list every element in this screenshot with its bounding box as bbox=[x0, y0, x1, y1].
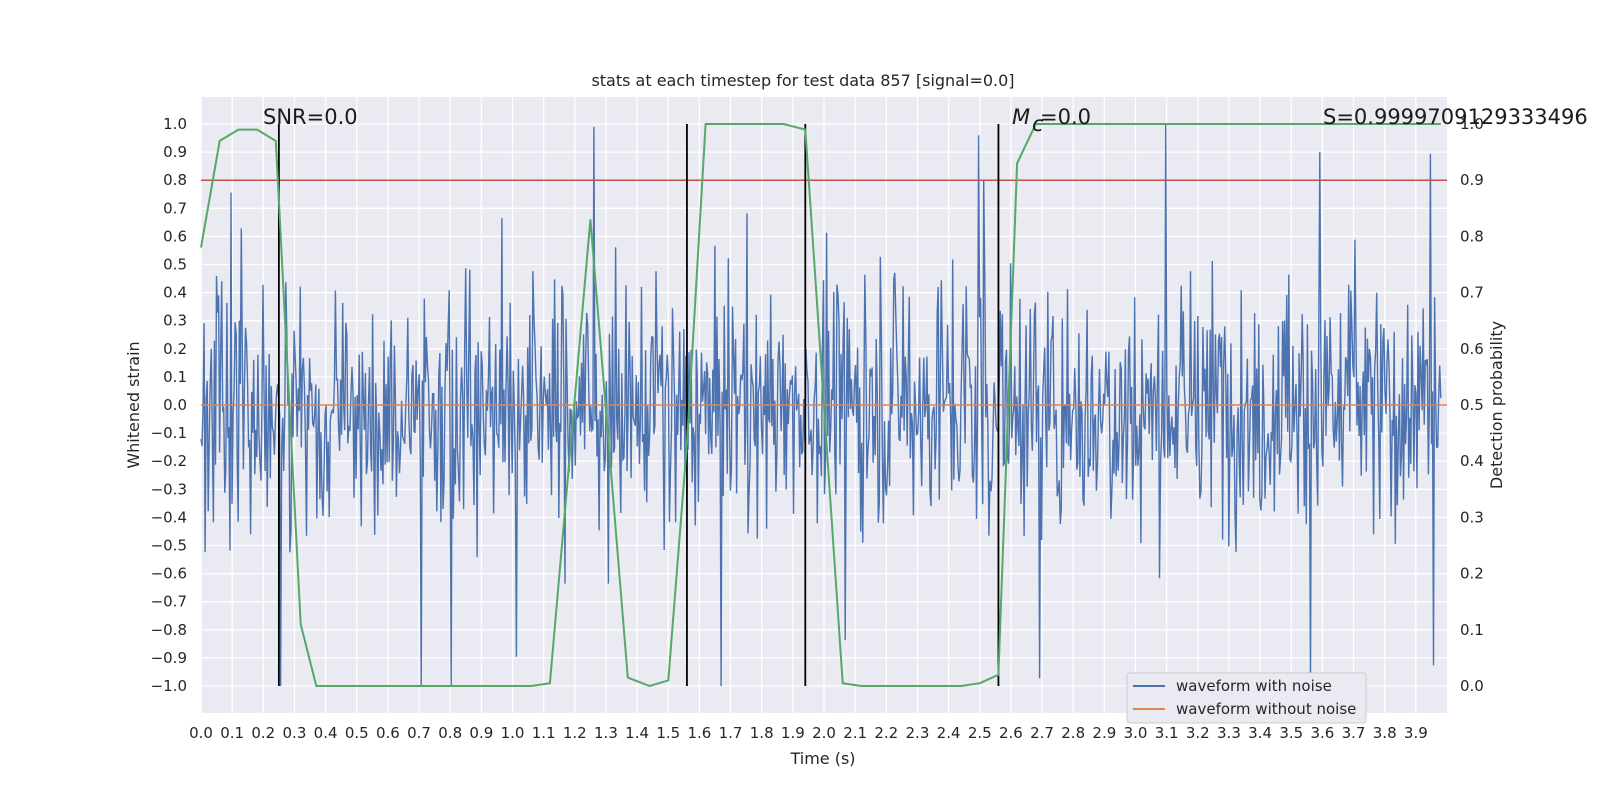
x-tick-label: 2.6 bbox=[999, 724, 1023, 742]
x-tick-label: 1.8 bbox=[750, 724, 774, 742]
y2-tick-label: 0.2 bbox=[1460, 565, 1484, 583]
mc-annotation: M c =0.0 bbox=[1012, 105, 1091, 136]
y-tick-label: −1.0 bbox=[151, 677, 187, 695]
x-tick-label: 3.3 bbox=[1217, 724, 1241, 742]
y2-tick-label: 0.6 bbox=[1460, 340, 1484, 358]
x-tick-label: 1.5 bbox=[656, 724, 680, 742]
y-tick-label: −0.9 bbox=[151, 649, 187, 667]
legend-box bbox=[1126, 672, 1367, 724]
x-tick-label: 2.3 bbox=[906, 724, 930, 742]
y-tick-labels: 1.0 0.9 0.8 0.7 0.6 0.5 0.4 0.3 0.2 0.1 0.0 −0.1 −0.… bbox=[151, 115, 187, 695]
y-tick-label: −0.7 bbox=[151, 593, 187, 611]
y-tick-label: 0.2 bbox=[163, 340, 187, 358]
x-tick-label: 2.1 bbox=[843, 724, 867, 742]
mc-symbol: M bbox=[1012, 105, 1030, 129]
y2-tick-label: 0.1 bbox=[1460, 621, 1484, 639]
y-tick-label: 0.8 bbox=[163, 171, 187, 189]
snr-annotation: SNR=0.0 bbox=[263, 105, 358, 129]
y-tick-label: 0.6 bbox=[163, 227, 187, 245]
score-annotation: S=0.9999709129333496 bbox=[1323, 105, 1588, 129]
y-axis-label: Whitened strain bbox=[124, 341, 143, 468]
y2-tick-label: 0.7 bbox=[1460, 284, 1484, 302]
y2-tick-label: 1.0 bbox=[1460, 115, 1484, 133]
series-waveform-with-noise bbox=[200, 123, 1442, 687]
x-tick-label: 1.7 bbox=[719, 724, 743, 742]
x-tick-label: 3.6 bbox=[1310, 724, 1334, 742]
x-tick-label: 3.8 bbox=[1373, 724, 1397, 742]
y-tick-label: 0.3 bbox=[163, 312, 187, 330]
x-tick-label: 3.0 bbox=[1124, 724, 1148, 742]
y-tick-label: 1.0 bbox=[163, 115, 187, 133]
x-tick-label: 0.3 bbox=[283, 724, 307, 742]
y-tick-label: 0.9 bbox=[163, 143, 187, 161]
legend: waveform with noise waveform without noi… bbox=[1126, 672, 1367, 724]
x-tick-label: 0.6 bbox=[376, 724, 400, 742]
x-tick-label: 3.1 bbox=[1155, 724, 1179, 742]
x-tick-label: 3.4 bbox=[1248, 724, 1272, 742]
y2-tick-labels: 1.0 0.9 0.8 0.7 0.6 0.5 0.4 0.3 0.2 0.1 0.0 bbox=[1460, 115, 1484, 695]
x-tick-label: 0.4 bbox=[314, 724, 338, 742]
x-tick-label: 1.1 bbox=[532, 724, 556, 742]
y2-tick-label: 0.8 bbox=[1460, 227, 1484, 245]
x-tick-label: 2.4 bbox=[937, 724, 961, 742]
y2-tick-label: 0.3 bbox=[1460, 508, 1484, 526]
mc-subscript: c bbox=[1032, 112, 1044, 136]
y-tick-label: 0.4 bbox=[163, 284, 187, 302]
x-tick-label: 2.9 bbox=[1092, 724, 1116, 742]
mc-value: =0.0 bbox=[1040, 105, 1091, 129]
x-tick-label: 0.0 bbox=[189, 724, 213, 742]
x-tick-labels: 0.0 0.1 0.2 0.3 0.4 0.5 0.6 0.7 0.8 0.9 1.0 1.1 1.2 1… bbox=[189, 724, 1428, 742]
x-tick-label: 3.2 bbox=[1186, 724, 1210, 742]
chart-title: stats at each timestep for test data 857… bbox=[591, 71, 1014, 90]
legend-label-noise: waveform with noise bbox=[1176, 677, 1332, 695]
y-tick-label: 0.5 bbox=[163, 256, 187, 274]
x-axis-label: Time (s) bbox=[789, 749, 855, 768]
x-tick-label: 0.7 bbox=[407, 724, 431, 742]
x-tick-label: 1.3 bbox=[594, 724, 618, 742]
x-tick-label: 2.5 bbox=[968, 724, 992, 742]
y-tick-label: −0.3 bbox=[151, 480, 187, 498]
noise-trace bbox=[200, 123, 1442, 687]
y-tick-label: −0.4 bbox=[151, 508, 187, 526]
y-tick-label: 0.7 bbox=[163, 199, 187, 217]
y-tick-label: −0.5 bbox=[151, 537, 187, 555]
x-tick-label: 1.9 bbox=[781, 724, 805, 742]
x-tick-label: 1.4 bbox=[625, 724, 649, 742]
x-tick-label: 1.2 bbox=[563, 724, 587, 742]
y-tick-label: 0.1 bbox=[163, 368, 187, 386]
y-tick-label: 0.0 bbox=[163, 396, 187, 414]
x-tick-label: 1.6 bbox=[687, 724, 711, 742]
x-tick-label: 2.0 bbox=[812, 724, 836, 742]
y2-tick-label: 0.9 bbox=[1460, 171, 1484, 189]
x-tick-label: 3.5 bbox=[1279, 724, 1303, 742]
x-tick-label: 1.0 bbox=[501, 724, 525, 742]
x-tick-label: 0.8 bbox=[438, 724, 462, 742]
y-tick-label: −0.1 bbox=[151, 424, 187, 442]
x-tick-label: 0.1 bbox=[220, 724, 244, 742]
y-tick-label: −0.8 bbox=[151, 621, 187, 639]
x-tick-label: 0.5 bbox=[345, 724, 369, 742]
x-tick-label: 0.9 bbox=[469, 724, 493, 742]
y-tick-label: −0.2 bbox=[151, 452, 187, 470]
x-tick-label: 2.2 bbox=[874, 724, 898, 742]
y2-tick-label: 0.4 bbox=[1460, 452, 1484, 470]
x-tick-label: 2.7 bbox=[1030, 724, 1054, 742]
y-tick-label: −0.6 bbox=[151, 565, 187, 583]
y2-tick-label: 0.0 bbox=[1460, 677, 1484, 695]
x-tick-label: 0.2 bbox=[251, 724, 275, 742]
x-tick-label: 2.8 bbox=[1061, 724, 1085, 742]
x-tick-label: 3.9 bbox=[1404, 724, 1428, 742]
y2-tick-label: 0.5 bbox=[1460, 396, 1484, 414]
y2-axis-label: Detection probability bbox=[1487, 321, 1506, 489]
series-detection-probability bbox=[200, 123, 1441, 688]
legend-label-clean: waveform without noise bbox=[1176, 700, 1356, 718]
x-tick-label: 3.7 bbox=[1342, 724, 1366, 742]
